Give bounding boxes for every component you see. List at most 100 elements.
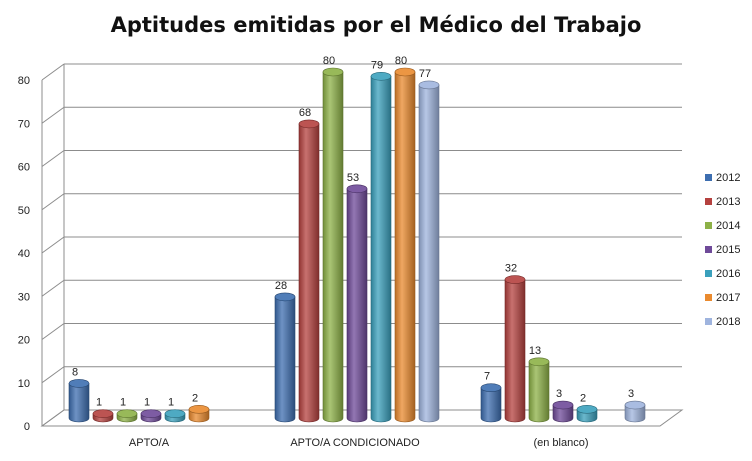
bar: 1 [92, 397, 114, 423]
bar-body [394, 71, 416, 423]
bar-body [504, 279, 526, 423]
y-tick-label: 10 [18, 378, 30, 390]
gridline-wall [41, 279, 65, 297]
bar-body [346, 188, 368, 423]
bar-top [346, 184, 368, 194]
legend-swatch [705, 294, 712, 301]
legend-label: 2017 [716, 292, 740, 304]
bar-top [68, 379, 90, 388]
data-label: 1 [144, 397, 150, 409]
data-label: 68 [299, 107, 311, 119]
bar: 8 [68, 366, 90, 423]
floor-plane [40, 409, 684, 427]
bar-body [528, 361, 550, 423]
bar-top [164, 409, 186, 418]
legend-label: 2016 [716, 268, 740, 280]
legend-label: 2018 [716, 316, 740, 328]
data-label: 28 [275, 280, 287, 292]
bar-top [322, 67, 344, 77]
bar-body [274, 296, 296, 423]
y-tick-label: 70 [18, 118, 30, 130]
data-label: 1 [120, 397, 126, 409]
bar: 2 [576, 392, 598, 423]
data-label: 32 [505, 263, 517, 275]
legend-label: 2015 [716, 244, 740, 256]
bar-body [322, 71, 344, 423]
chart-floor [40, 409, 684, 427]
bar-top [480, 383, 502, 393]
data-label: 2 [192, 392, 198, 404]
gridline-wall [41, 193, 65, 211]
bar: 3 [552, 388, 574, 423]
legend-swatch [705, 246, 712, 253]
gridline-wall [41, 63, 65, 81]
bar-body [298, 123, 320, 423]
data-label: 53 [347, 172, 359, 184]
bar-body [480, 387, 502, 423]
bar: 1 [140, 397, 162, 423]
bar-body [370, 76, 392, 423]
bar-top [140, 409, 162, 418]
data-label: 13 [529, 345, 541, 357]
bar: 68 [298, 107, 320, 423]
y-tick-label: 0 [24, 421, 30, 433]
bar: 3 [624, 388, 646, 423]
legend-swatch [705, 222, 712, 229]
bar: 2 [188, 392, 210, 423]
gridline-wall [41, 106, 65, 124]
legend-item: 2018 [705, 316, 740, 328]
bar-top [92, 409, 114, 418]
bar-top [576, 405, 598, 414]
bar-body [552, 404, 574, 423]
bar-body [418, 84, 440, 423]
bar: 28 [274, 280, 296, 423]
legend-item: 2015 [705, 244, 740, 256]
gridline-wall [41, 323, 65, 340]
bar-top [528, 357, 550, 367]
legend-label: 2013 [716, 196, 740, 208]
category-label: (en blanco) [533, 437, 588, 449]
bar: 80 [322, 55, 344, 423]
bar-top [188, 405, 210, 414]
legend-label: 2014 [716, 220, 740, 232]
data-label: 80 [323, 55, 335, 67]
bar-top [370, 72, 392, 81]
bar: 13 [528, 345, 550, 423]
gridline-wall [41, 366, 65, 384]
bar-top [298, 119, 320, 129]
data-label: 80 [395, 55, 407, 67]
data-label: 8 [72, 366, 78, 378]
legend-item: 2017 [705, 292, 740, 304]
bar-top [274, 292, 296, 302]
bar-top [504, 275, 526, 284]
bar: 53 [346, 172, 368, 423]
bar: 80 [394, 55, 416, 423]
bar-body [624, 404, 646, 423]
legend-swatch [705, 174, 712, 181]
data-label: 7 [484, 371, 490, 383]
legend: 2012 2013 2014 2015 2016 2017 2018 [705, 172, 740, 328]
legend-item: 2013 [705, 196, 740, 208]
gridline-wall [41, 150, 65, 167]
bar: 1 [164, 397, 186, 423]
data-label: 77 [419, 68, 431, 80]
bar-top [394, 67, 416, 77]
legend-swatch [705, 198, 712, 205]
category-label: APTO/A CONDICIONADO [290, 437, 420, 449]
data-label: 2 [580, 392, 586, 404]
legend-label: 2012 [716, 172, 740, 184]
y-tick-label: 80 [18, 75, 30, 87]
bar-top [624, 400, 646, 410]
y-axis: 0 10 20 30 40 50 60 70 80 [18, 64, 65, 433]
bar-top [116, 409, 138, 418]
y-tick-label: 40 [18, 248, 30, 260]
legend-swatch [705, 318, 712, 325]
bar: 32 [504, 263, 526, 423]
chart-title: Aptitudes emitidas por el Médico del Tra… [111, 13, 642, 37]
y-tick-label: 50 [18, 205, 30, 217]
gridline-wall [41, 236, 65, 254]
bar: 1 [116, 397, 138, 423]
legend-item: 2014 [705, 220, 740, 232]
